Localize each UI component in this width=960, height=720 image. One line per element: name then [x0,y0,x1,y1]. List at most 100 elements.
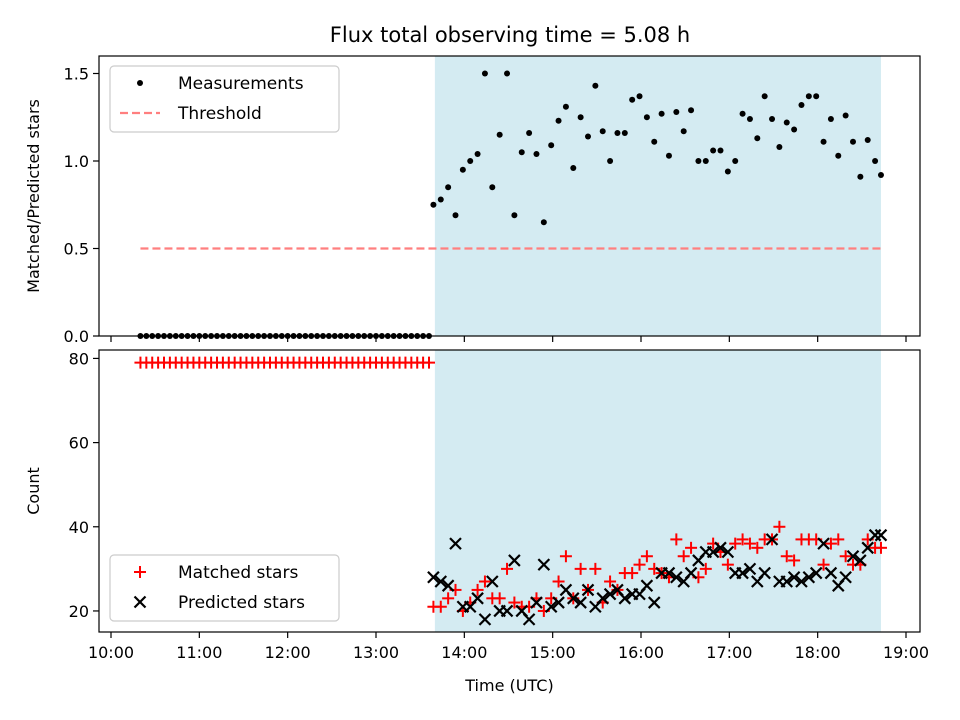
x-b [817,537,830,550]
x-b [434,575,448,588]
data-point [761,93,768,100]
data-point [548,142,555,149]
data-point [685,541,698,554]
data-point [776,144,783,150]
data-point [471,592,484,605]
data-point [706,545,720,559]
data-point [813,93,820,100]
data-point [769,116,776,122]
data-point [614,130,621,136]
data-point [662,566,676,580]
x-b [486,575,499,588]
data-point [434,600,447,613]
data-point [765,533,779,546]
data-point [599,128,606,135]
data-point [607,158,614,164]
x-b [508,554,521,567]
data-point [864,137,871,143]
data-point [739,110,746,117]
data-point [643,114,650,121]
data-point [724,168,731,175]
x-b [618,592,632,605]
data-point [427,571,440,584]
data-point [820,138,827,145]
data-point [651,138,658,145]
y-tick-label: 40 [69,518,89,537]
data-point [754,135,761,142]
data-point [442,592,455,605]
x-b [861,541,875,555]
data-point [522,613,536,626]
x-axis-label: Time (UTC) [464,676,553,695]
x-b [581,583,595,597]
data-point [526,130,533,136]
x-b [647,596,661,609]
data-point [445,184,452,191]
axes-frame [98,349,921,633]
y-tick-label: 1.0 [64,152,89,171]
data-point [717,147,724,154]
shaded-observing-region [434,56,881,336]
data-point [629,96,636,103]
y-tick-label: 60 [69,434,89,453]
data-point [452,212,459,219]
data-point [780,575,794,588]
x-b [559,583,573,597]
x-tick-label: 19:00 [883,643,929,662]
x-tick-label: 16:00 [618,643,664,662]
x-tick-label: 15:00 [530,643,576,662]
data-point [449,537,462,550]
data-point [530,596,543,609]
data-point [478,613,492,626]
data-point [585,133,591,140]
data-point [508,596,521,609]
x-b [809,566,823,580]
x-b [765,533,779,546]
data-point [721,545,735,559]
data-point [518,149,525,156]
legend: Matched stars Predicted stars [109,554,340,622]
data-point [574,562,587,575]
data-point [570,165,577,171]
data-point [680,128,687,135]
data-point [618,592,632,605]
x-b [736,566,749,580]
x-b [706,545,720,559]
data-point [471,583,484,596]
data-point [496,131,503,138]
data-point [751,541,764,554]
data-point [559,550,572,563]
bottom-chart: 10:00 11:00 12:00 13:00 14:00 15:00 16:00 17:00… [24,349,929,695]
data-point [508,554,521,567]
x-tick-label: 18:00 [795,643,841,662]
data-point [441,579,455,592]
x-b [662,566,676,580]
data-point [670,533,683,546]
x-tick-label: 11:00 [176,643,222,662]
data-point [874,541,887,554]
data-point [544,600,558,614]
data-point [459,166,466,173]
data-point [552,596,565,609]
data-point [798,102,805,108]
data-point [673,109,680,115]
data-point [574,596,587,609]
data-point [824,537,837,550]
x-b [449,537,462,550]
legend-key-dot [137,80,143,86]
data-point [854,554,867,567]
data-point [596,592,610,605]
data-point [802,571,816,584]
data-point [500,604,514,618]
data-point [489,184,496,191]
data-point [677,550,690,563]
data-point [636,93,643,100]
data-point [746,116,753,122]
legend-box [109,554,340,622]
data-point [743,562,757,576]
data-point [721,558,734,571]
data-point [695,158,702,164]
x-b [515,604,529,618]
y-tick-label: 1.5 [64,65,89,84]
x-b [471,592,484,605]
